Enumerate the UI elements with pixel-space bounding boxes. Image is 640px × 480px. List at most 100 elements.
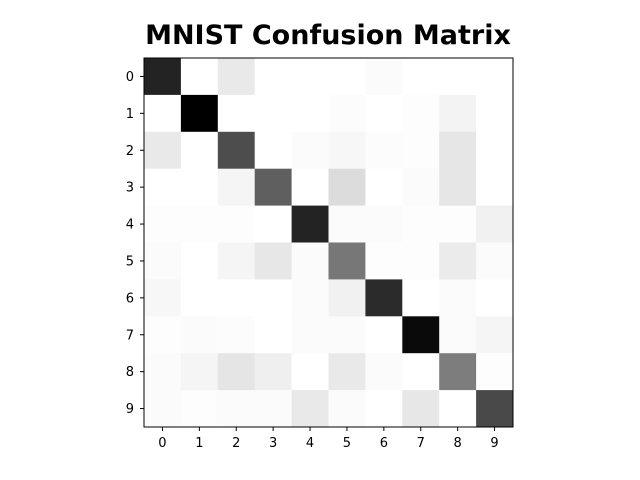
heatmap-cell-r9-c2: [217, 390, 256, 428]
heatmap-cell-r3-c5: [328, 168, 366, 206]
heatmap-cell-r6-c0: [144, 279, 182, 317]
heatmap-cell-r6-c9: [476, 279, 514, 317]
heatmap-cell-r6-c6: [365, 279, 403, 317]
heatmap-cell-r0-c1: [180, 58, 219, 96]
heatmap-cell-r4-c5: [328, 205, 366, 243]
heatmap-cell-r3-c6: [365, 168, 403, 206]
heatmap-cell-r3-c4: [291, 168, 329, 206]
heatmap-cell-r8-c4: [291, 353, 329, 391]
heatmap-cells: [144, 58, 514, 428]
heatmap-cell-r9-c6: [365, 390, 403, 428]
heatmap-cell-r4-c9: [476, 205, 514, 243]
heatmap-cell-r3-c3: [254, 168, 292, 206]
heatmap-cell-r9-c7: [402, 390, 440, 428]
heatmap-cell-r8-c7: [402, 353, 440, 391]
heatmap-cell-r4-c1: [180, 205, 219, 243]
y-tick-label-6: 6: [126, 291, 134, 306]
heatmap-cell-r9-c1: [180, 390, 219, 428]
heatmap-cell-r3-c1: [180, 168, 219, 206]
heatmap-cell-r9-c9: [476, 390, 514, 428]
heatmap-cell-r6-c7: [402, 279, 440, 317]
heatmap-cell-r5-c6: [365, 242, 403, 280]
heatmap-cell-r6-c3: [254, 279, 292, 317]
heatmap-cell-r8-c1: [180, 353, 219, 391]
heatmap-cell-r6-c5: [328, 279, 366, 317]
heatmap-cell-r1-c3: [254, 94, 292, 133]
heatmap-cell-r7-c9: [476, 316, 514, 354]
heatmap-cell-r4-c6: [365, 205, 403, 243]
heatmap-cell-r6-c8: [439, 279, 477, 317]
x-axis-ticks: 0 1 2 3 4 5 6 7 8 9: [158, 427, 499, 451]
heatmap-cell-r8-c0: [144, 353, 182, 391]
y-tick-label-7: 7: [126, 328, 134, 343]
heatmap-cell-r3-c8: [439, 168, 477, 206]
heatmap-cell-r5-c2: [217, 242, 256, 280]
heatmap-cell-r4-c0: [144, 205, 182, 243]
x-tick-label-8: 8: [454, 436, 462, 451]
y-tick-label-0: 0: [126, 70, 134, 85]
x-tick-label-1: 1: [195, 436, 203, 451]
y-tick-label-8: 8: [126, 365, 134, 380]
x-tick-label-3: 3: [269, 436, 277, 451]
heatmap-cell-r0-c2: [217, 58, 256, 96]
heatmap-cell-r8-c9: [476, 353, 514, 391]
y-tick-label-1: 1: [126, 107, 134, 122]
heatmap-cell-r2-c0: [144, 131, 182, 170]
heatmap-cell-r1-c7: [402, 94, 440, 133]
heatmap-cell-r9-c4: [291, 390, 329, 428]
heatmap-cell-r5-c8: [439, 242, 477, 280]
heatmap-cell-r2-c5: [328, 131, 366, 170]
heatmap-cell-r6-c1: [180, 279, 219, 317]
x-tick-label-6: 6: [380, 436, 388, 451]
y-tick-label-5: 5: [126, 254, 134, 269]
heatmap-cell-r9-c8: [439, 390, 477, 428]
heatmap-cell-r1-c9: [476, 94, 514, 133]
heatmap-cell-r2-c7: [402, 131, 440, 170]
heatmap-cell-r2-c6: [365, 131, 403, 170]
heatmap-cell-r4-c8: [439, 205, 477, 243]
heatmap-cell-r1-c4: [291, 94, 329, 133]
heatmap-cell-r2-c4: [291, 131, 329, 170]
heatmap-cell-r2-c8: [439, 131, 477, 170]
x-tick-label-2: 2: [232, 436, 240, 451]
heatmap-cell-r9-c5: [328, 390, 366, 428]
heatmap-cell-r5-c3: [254, 242, 292, 280]
heatmap-cell-r2-c2: [217, 131, 256, 170]
heatmap-cell-r8-c8: [439, 353, 477, 391]
heatmap-cell-r3-c7: [402, 168, 440, 206]
heatmap-cell-r8-c5: [328, 353, 366, 391]
heatmap-cell-r1-c2: [217, 94, 256, 133]
heatmap-cell-r4-c3: [254, 205, 292, 243]
y-tick-label-2: 2: [126, 144, 134, 159]
heatmap-cell-r2-c3: [254, 131, 292, 170]
x-tick-label-4: 4: [306, 436, 314, 451]
heatmap-cell-r5-c7: [402, 242, 440, 280]
heatmap-cell-r8-c6: [365, 353, 403, 391]
heatmap-cell-r9-c3: [254, 390, 292, 428]
heatmap-cell-r7-c4: [291, 316, 329, 354]
heatmap-cell-r2-c1: [180, 131, 219, 170]
heatmap-cell-r7-c6: [365, 316, 403, 354]
heatmap-cell-r2-c9: [476, 131, 514, 170]
heatmap-cell-r0-c6: [365, 58, 403, 96]
heatmap-cell-r7-c7: [402, 316, 440, 354]
heatmap-cell-r0-c8: [439, 58, 477, 96]
x-tick-label-7: 7: [417, 436, 425, 451]
heatmap-cell-r7-c0: [144, 316, 182, 354]
heatmap-cell-r7-c8: [439, 316, 477, 354]
heatmap-cell-r3-c0: [144, 168, 182, 206]
x-tick-label-0: 0: [158, 436, 166, 451]
heatmap-cell-r5-c0: [144, 242, 182, 280]
heatmap-cell-r8-c3: [254, 353, 292, 391]
y-tick-label-4: 4: [126, 218, 134, 233]
heatmap-cell-r1-c5: [328, 94, 366, 133]
heatmap-cell-r5-c9: [476, 242, 514, 280]
heatmap-cell-r6-c2: [217, 279, 256, 317]
heatmap-cell-r0-c0: [144, 58, 182, 96]
heatmap-cell-r8-c2: [217, 353, 256, 391]
heatmap-cell-r3-c9: [476, 168, 514, 206]
heatmap-cell-r7-c2: [217, 316, 256, 354]
heatmap-cell-r1-c8: [439, 94, 477, 133]
heatmap-cell-r7-c3: [254, 316, 292, 354]
